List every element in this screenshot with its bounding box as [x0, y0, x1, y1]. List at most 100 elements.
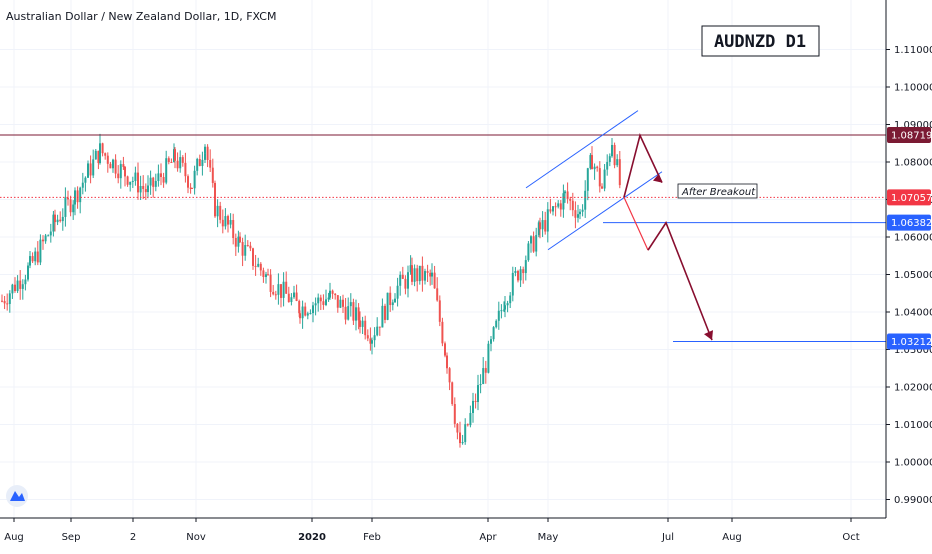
candle-body [349, 302, 352, 307]
candle-body [246, 245, 249, 247]
candle-body [67, 197, 69, 200]
candle-body [189, 187, 192, 189]
candle-body [267, 274, 269, 276]
candle-body [252, 248, 254, 266]
channel-upper-line[interactable] [525, 110, 639, 189]
candle-body [586, 168, 589, 191]
candle-body [201, 159, 204, 166]
candle-body [579, 211, 581, 215]
candle-body [249, 245, 252, 249]
candle-body [54, 214, 56, 223]
candle-body [14, 284, 16, 292]
y-tick-label: 1.06000 [894, 233, 932, 244]
candle-body [431, 272, 433, 277]
candle-body [325, 299, 327, 305]
candle-body [112, 159, 114, 169]
candle-body [327, 297, 330, 300]
tradingview-logo-icon[interactable] [6, 485, 28, 507]
candle-body [69, 199, 72, 213]
candle-body [438, 300, 441, 322]
candle-body [596, 166, 599, 169]
chart-title: Australian Dollar / New Zealand Dollar, … [6, 10, 276, 23]
price-badge-label: 1.06382 [891, 218, 932, 229]
candle-body [119, 164, 122, 179]
candle-body [122, 164, 125, 167]
candle-body [301, 306, 304, 319]
x-axis-panel[interactable] [0, 519, 886, 550]
candle-body [176, 160, 179, 169]
price-badge-resistance [887, 127, 931, 144]
candle-body [331, 290, 334, 294]
candle-body [298, 300, 301, 314]
symbol-box: AUDNZD D1 [701, 25, 820, 57]
candle-body [241, 242, 244, 256]
x-axis-ticks: Aug Sep 2 Nov 2020 Feb Apr May Jul Aug Oct [4, 518, 860, 543]
plot-area[interactable] [0, 0, 886, 518]
candle-body [546, 209, 549, 232]
candle-body [89, 163, 92, 176]
candle-body [334, 293, 337, 296]
candle-body [179, 157, 182, 169]
candle-body [237, 236, 240, 247]
candle-body [214, 182, 216, 217]
channel-lower-line[interactable] [547, 171, 663, 251]
candle-body [319, 297, 322, 302]
candle-body [19, 280, 22, 289]
candle-body [514, 271, 517, 273]
candle-body [530, 236, 532, 244]
y-tick-label: 0.99000 [894, 495, 932, 506]
candle-body [466, 424, 469, 426]
after-breakout-frame [677, 183, 758, 199]
candle-body [611, 144, 613, 157]
candle-body [497, 310, 500, 321]
candle-body [193, 170, 196, 189]
candle-body [8, 293, 11, 304]
grid [0, 0, 886, 518]
y-axis-panel[interactable] [887, 0, 932, 518]
projection-arrow-down[interactable] [647, 221, 713, 341]
candle-body [117, 173, 120, 179]
candle-body [601, 186, 603, 189]
x-tick-label: Oct [842, 532, 859, 543]
candle-body [97, 150, 100, 164]
candle-body [239, 236, 241, 243]
candle-body [24, 279, 27, 285]
candle-body [167, 158, 170, 163]
candle-body [562, 193, 565, 210]
candle-body [391, 302, 394, 306]
price-badge-target [887, 333, 931, 350]
candle-body [344, 306, 347, 320]
candle-body [39, 239, 42, 263]
arrowhead-icon [653, 173, 662, 183]
candle-body [87, 163, 89, 178]
candle-body [147, 185, 149, 193]
candle-body [524, 260, 527, 274]
symbol-label: AUDNZD D1 [714, 32, 806, 52]
candle-body [109, 163, 112, 169]
candle-body [322, 301, 325, 305]
candle-body [274, 294, 277, 296]
candle-body [227, 216, 229, 225]
candle-body [389, 292, 392, 306]
candle-body [209, 160, 212, 168]
candle-body [552, 206, 554, 212]
x-tick-label: May [538, 532, 559, 543]
candle-body [532, 236, 535, 252]
candle-body [557, 203, 560, 207]
projection-leg-1[interactable] [623, 197, 649, 251]
y-tick-label: 1.01000 [894, 420, 932, 431]
candle-body [352, 302, 355, 321]
candle-body [527, 243, 530, 261]
candle-body [139, 185, 142, 193]
candle-body [142, 185, 145, 190]
candle-body [490, 339, 492, 344]
candle-body [114, 159, 117, 174]
candle-body [487, 343, 490, 373]
candle-body [101, 143, 104, 154]
candle-body [511, 272, 514, 296]
candle-body [104, 153, 107, 156]
candle-body [94, 150, 97, 160]
projection-arrow-up[interactable] [623, 133, 663, 198]
candle-body [606, 161, 609, 170]
